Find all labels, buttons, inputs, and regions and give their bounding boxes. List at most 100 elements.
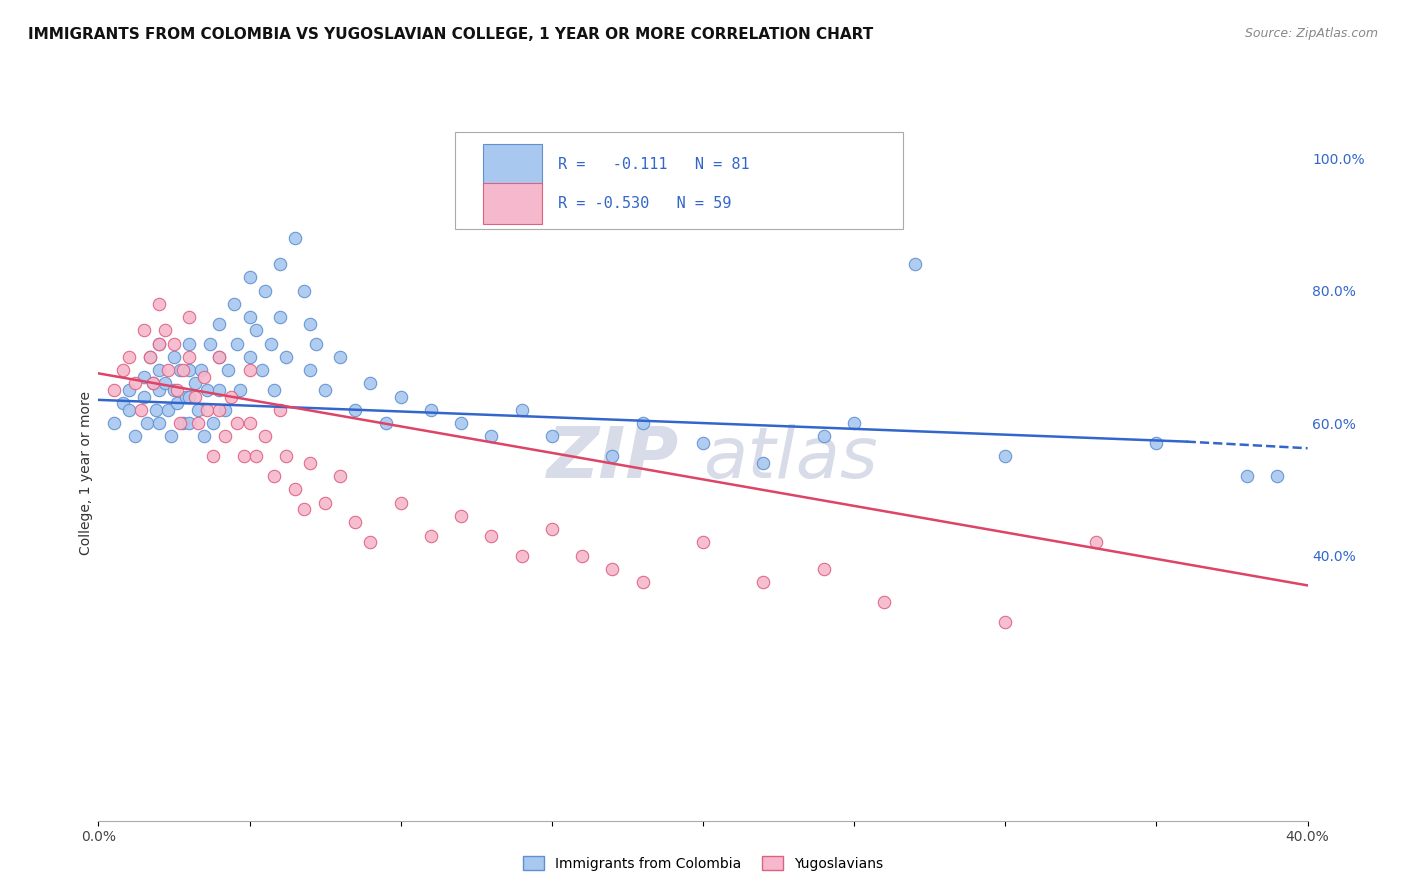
Point — [245, 449, 267, 463]
Point — [229, 383, 252, 397]
Point — [208, 350, 231, 364]
Point — [187, 402, 209, 417]
Point — [160, 429, 183, 443]
Point — [269, 257, 291, 271]
Point — [250, 363, 273, 377]
Point — [179, 416, 201, 430]
Point — [195, 383, 218, 397]
Point — [174, 390, 197, 404]
Point — [142, 376, 165, 391]
Point — [631, 575, 654, 590]
Point — [813, 562, 835, 576]
Point — [360, 535, 382, 549]
Point — [226, 416, 249, 430]
Point — [510, 549, 533, 563]
Point — [374, 416, 396, 430]
Point — [129, 402, 152, 417]
Point — [269, 310, 291, 324]
Point — [631, 416, 654, 430]
Point — [389, 390, 412, 404]
Point — [1144, 436, 1167, 450]
Point — [148, 363, 170, 377]
Point — [202, 449, 225, 463]
Point — [602, 562, 624, 576]
Point — [360, 376, 382, 391]
Point — [329, 350, 352, 364]
Text: IMMIGRANTS FROM COLOMBIA VS YUGOSLAVIAN COLLEGE, 1 YEAR OR MORE CORRELATION CHAR: IMMIGRANTS FROM COLOMBIA VS YUGOSLAVIAN … — [28, 27, 873, 42]
Point — [269, 402, 291, 417]
Point — [344, 402, 367, 417]
Point — [389, 495, 412, 509]
Point — [124, 429, 146, 443]
FancyBboxPatch shape — [456, 132, 903, 229]
Point — [111, 363, 134, 377]
FancyBboxPatch shape — [482, 145, 543, 186]
Point — [208, 383, 231, 397]
Point — [153, 323, 176, 337]
Point — [450, 416, 472, 430]
Point — [172, 416, 194, 430]
Point — [193, 429, 215, 443]
Point — [156, 402, 179, 417]
Point — [224, 297, 246, 311]
Point — [752, 456, 775, 470]
Point — [111, 396, 134, 410]
Point — [145, 402, 167, 417]
Point — [163, 336, 186, 351]
Point — [253, 429, 276, 443]
Legend: Immigrants from Colombia, Yugoslavians: Immigrants from Colombia, Yugoslavians — [517, 850, 889, 876]
Point — [184, 390, 207, 404]
Point — [253, 284, 276, 298]
Point — [195, 402, 218, 417]
Point — [1085, 535, 1108, 549]
Point — [274, 350, 297, 364]
Point — [299, 317, 322, 331]
Text: R = -0.530   N = 59: R = -0.530 N = 59 — [558, 195, 731, 211]
Point — [274, 449, 297, 463]
Point — [1236, 469, 1258, 483]
Point — [208, 350, 231, 364]
Point — [103, 416, 125, 430]
Y-axis label: College, 1 year or more: College, 1 year or more — [79, 391, 93, 555]
Point — [844, 416, 866, 430]
Point — [179, 350, 201, 364]
Point — [540, 429, 562, 443]
Point — [148, 297, 170, 311]
Point — [263, 383, 285, 397]
Point — [239, 416, 262, 430]
Point — [132, 369, 155, 384]
Text: ZIP: ZIP — [547, 425, 679, 493]
Point — [214, 402, 236, 417]
Point — [481, 529, 503, 543]
Point — [344, 516, 367, 530]
Point — [118, 383, 141, 397]
Point — [292, 284, 315, 298]
Point — [139, 350, 162, 364]
Point — [132, 390, 155, 404]
Point — [135, 416, 157, 430]
Point — [190, 363, 212, 377]
Point — [314, 383, 336, 397]
Point — [420, 529, 443, 543]
Text: Source: ZipAtlas.com: Source: ZipAtlas.com — [1244, 27, 1378, 40]
Point — [420, 402, 443, 417]
Point — [214, 429, 236, 443]
Point — [148, 336, 170, 351]
Point — [226, 336, 249, 351]
Point — [873, 595, 896, 609]
Point — [221, 390, 243, 404]
Point — [329, 469, 352, 483]
Point — [263, 469, 285, 483]
Point — [314, 495, 336, 509]
Point — [239, 310, 262, 324]
Point — [481, 429, 503, 443]
Point — [904, 257, 927, 271]
Point — [142, 376, 165, 391]
Point — [169, 363, 191, 377]
Point — [179, 310, 201, 324]
Point — [103, 383, 125, 397]
Point — [571, 549, 593, 563]
Point — [692, 535, 714, 549]
Text: R =   -0.111   N = 81: R = -0.111 N = 81 — [558, 157, 749, 172]
Point — [239, 270, 262, 285]
